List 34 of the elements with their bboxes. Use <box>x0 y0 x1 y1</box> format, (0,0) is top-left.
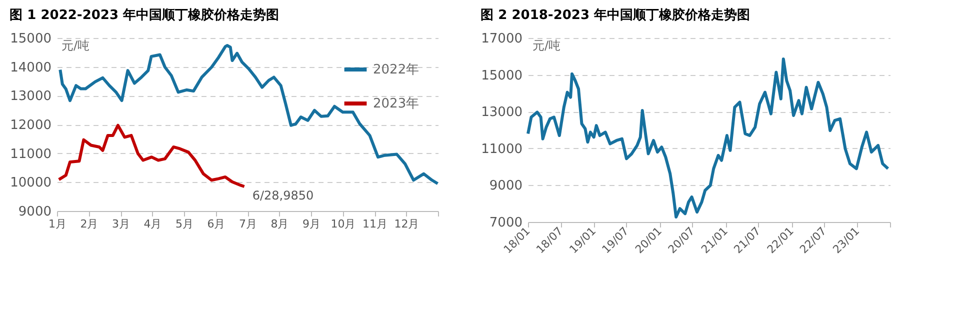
y-tick-label: 12000 <box>10 118 52 133</box>
legend-label: 2022年 <box>373 62 420 78</box>
y-axis-title: 元/吨 <box>532 38 561 52</box>
y-tick-label: 13000 <box>10 89 52 104</box>
y-tick-label: 17000 <box>481 32 522 46</box>
y-tick-label: 15000 <box>10 32 52 46</box>
y-tick-label: 15000 <box>481 68 522 84</box>
x-tick-label: 9月 <box>302 218 320 230</box>
chart-title: 图 1 2022-2023 年中国顺丁橡胶价格走势图 <box>10 7 280 23</box>
y-tick-label: 9000 <box>18 204 52 220</box>
x-tick-label: 5月 <box>176 218 194 230</box>
x-tick-label: 4月 <box>144 218 162 230</box>
y-tick-label: 7000 <box>489 216 522 230</box>
x-tick-label: 11月 <box>362 218 388 230</box>
annotation: 6/28,9850 <box>252 188 314 202</box>
x-tick-label: 10月 <box>330 218 356 230</box>
legend-label: 2023年 <box>373 96 420 112</box>
y-axis-title: 元/吨 <box>62 38 90 52</box>
x-tick-label: 12月 <box>394 218 420 230</box>
line-series <box>526 57 890 219</box>
x-tick-label: 6月 <box>207 218 226 230</box>
x-tick-label: 1月 <box>48 218 66 230</box>
y-tick-label: 11000 <box>481 142 522 157</box>
line-series <box>57 124 246 188</box>
y-tick-label: 11000 <box>10 146 52 162</box>
y-tick-label: 14000 <box>10 60 52 76</box>
y-tick-label: 10000 <box>10 176 52 191</box>
y-tick-label: 13000 <box>481 105 522 120</box>
x-tick-label: 7月 <box>239 218 257 230</box>
x-tick-label: 2月 <box>80 218 98 230</box>
x-tick-label: 3月 <box>112 218 130 230</box>
chart-title: 图 2 2018-2023 年中国顺丁橡胶价格走势图 <box>480 7 750 23</box>
y-tick-label: 9000 <box>489 178 522 194</box>
x-tick-label: 8月 <box>270 218 289 230</box>
